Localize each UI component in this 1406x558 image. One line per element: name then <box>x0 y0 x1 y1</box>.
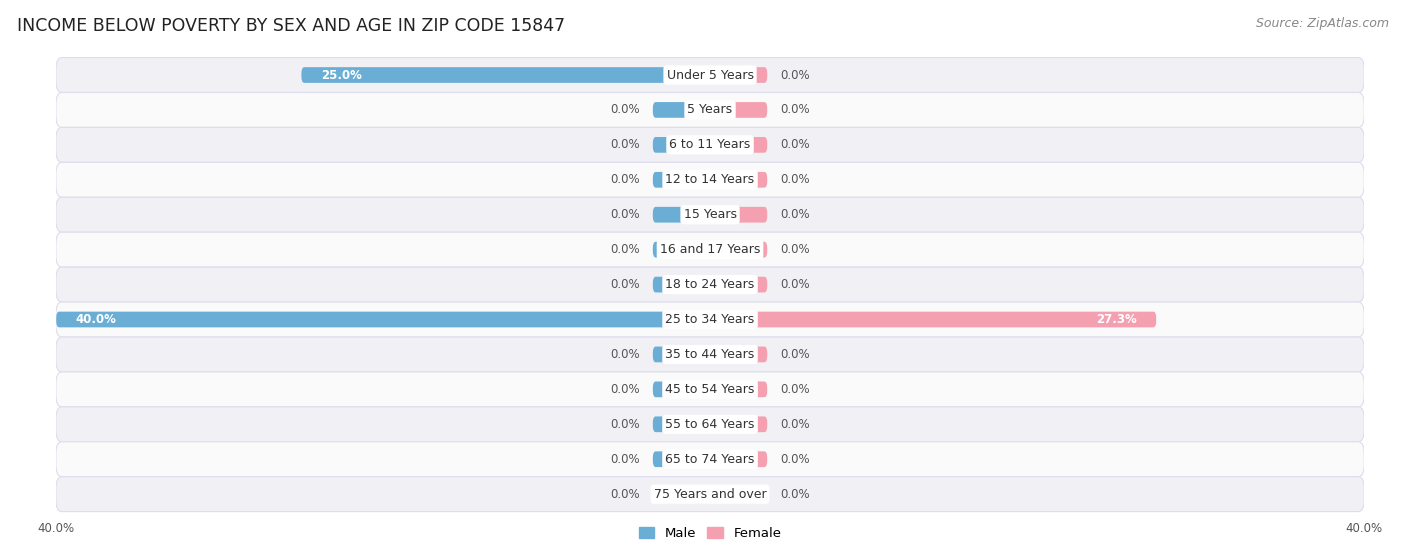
Text: 0.0%: 0.0% <box>780 174 810 186</box>
Text: 0.0%: 0.0% <box>610 488 640 501</box>
FancyBboxPatch shape <box>56 337 1364 372</box>
FancyBboxPatch shape <box>710 382 768 397</box>
FancyBboxPatch shape <box>301 67 710 83</box>
FancyBboxPatch shape <box>710 172 768 187</box>
Text: 0.0%: 0.0% <box>610 208 640 221</box>
FancyBboxPatch shape <box>710 102 768 118</box>
FancyBboxPatch shape <box>56 232 1364 267</box>
FancyBboxPatch shape <box>56 267 1364 302</box>
FancyBboxPatch shape <box>710 137 768 153</box>
FancyBboxPatch shape <box>652 451 710 467</box>
FancyBboxPatch shape <box>652 207 710 223</box>
FancyBboxPatch shape <box>652 277 710 292</box>
Text: 0.0%: 0.0% <box>610 418 640 431</box>
Text: 35 to 44 Years: 35 to 44 Years <box>665 348 755 361</box>
Text: 16 and 17 Years: 16 and 17 Years <box>659 243 761 256</box>
Text: INCOME BELOW POVERTY BY SEX AND AGE IN ZIP CODE 15847: INCOME BELOW POVERTY BY SEX AND AGE IN Z… <box>17 17 565 35</box>
FancyBboxPatch shape <box>56 198 1364 232</box>
FancyBboxPatch shape <box>56 127 1364 162</box>
FancyBboxPatch shape <box>56 312 710 328</box>
FancyBboxPatch shape <box>652 347 710 362</box>
FancyBboxPatch shape <box>56 477 1364 512</box>
FancyBboxPatch shape <box>652 137 710 153</box>
FancyBboxPatch shape <box>710 347 768 362</box>
FancyBboxPatch shape <box>652 102 710 118</box>
Text: 0.0%: 0.0% <box>610 243 640 256</box>
Text: 27.3%: 27.3% <box>1095 313 1136 326</box>
Text: 0.0%: 0.0% <box>780 138 810 151</box>
Text: 12 to 14 Years: 12 to 14 Years <box>665 174 755 186</box>
Text: 6 to 11 Years: 6 to 11 Years <box>669 138 751 151</box>
FancyBboxPatch shape <box>56 372 1364 407</box>
Text: 0.0%: 0.0% <box>780 243 810 256</box>
FancyBboxPatch shape <box>652 382 710 397</box>
Text: 18 to 24 Years: 18 to 24 Years <box>665 278 755 291</box>
Text: 0.0%: 0.0% <box>780 488 810 501</box>
Text: 25.0%: 25.0% <box>321 69 361 81</box>
Text: 55 to 64 Years: 55 to 64 Years <box>665 418 755 431</box>
FancyBboxPatch shape <box>56 442 1364 477</box>
FancyBboxPatch shape <box>652 486 710 502</box>
Text: 0.0%: 0.0% <box>610 453 640 466</box>
FancyBboxPatch shape <box>652 172 710 187</box>
Text: 0.0%: 0.0% <box>780 418 810 431</box>
Text: 0.0%: 0.0% <box>780 383 810 396</box>
Text: 0.0%: 0.0% <box>610 348 640 361</box>
Text: 0.0%: 0.0% <box>780 453 810 466</box>
Legend: Male, Female: Male, Female <box>633 522 787 546</box>
FancyBboxPatch shape <box>652 242 710 257</box>
Text: 0.0%: 0.0% <box>780 103 810 117</box>
FancyBboxPatch shape <box>56 162 1364 198</box>
FancyBboxPatch shape <box>56 407 1364 442</box>
FancyBboxPatch shape <box>56 93 1364 127</box>
Text: Under 5 Years: Under 5 Years <box>666 69 754 81</box>
Text: 0.0%: 0.0% <box>780 69 810 81</box>
Text: 0.0%: 0.0% <box>780 278 810 291</box>
FancyBboxPatch shape <box>710 486 768 502</box>
FancyBboxPatch shape <box>56 302 1364 337</box>
Text: 0.0%: 0.0% <box>610 138 640 151</box>
FancyBboxPatch shape <box>710 416 768 432</box>
Text: 25 to 34 Years: 25 to 34 Years <box>665 313 755 326</box>
Text: 0.0%: 0.0% <box>780 208 810 221</box>
FancyBboxPatch shape <box>710 207 768 223</box>
Text: 5 Years: 5 Years <box>688 103 733 117</box>
Text: 45 to 54 Years: 45 to 54 Years <box>665 383 755 396</box>
FancyBboxPatch shape <box>652 416 710 432</box>
Text: 65 to 74 Years: 65 to 74 Years <box>665 453 755 466</box>
FancyBboxPatch shape <box>710 277 768 292</box>
FancyBboxPatch shape <box>710 242 768 257</box>
FancyBboxPatch shape <box>710 451 768 467</box>
Text: 40.0%: 40.0% <box>76 313 117 326</box>
Text: 0.0%: 0.0% <box>610 383 640 396</box>
FancyBboxPatch shape <box>710 67 768 83</box>
Text: 0.0%: 0.0% <box>780 348 810 361</box>
Text: 0.0%: 0.0% <box>610 278 640 291</box>
Text: 0.0%: 0.0% <box>610 103 640 117</box>
Text: 15 Years: 15 Years <box>683 208 737 221</box>
FancyBboxPatch shape <box>56 57 1364 93</box>
Text: 75 Years and over: 75 Years and over <box>654 488 766 501</box>
FancyBboxPatch shape <box>710 312 1156 328</box>
Text: Source: ZipAtlas.com: Source: ZipAtlas.com <box>1256 17 1389 30</box>
Text: 0.0%: 0.0% <box>610 174 640 186</box>
